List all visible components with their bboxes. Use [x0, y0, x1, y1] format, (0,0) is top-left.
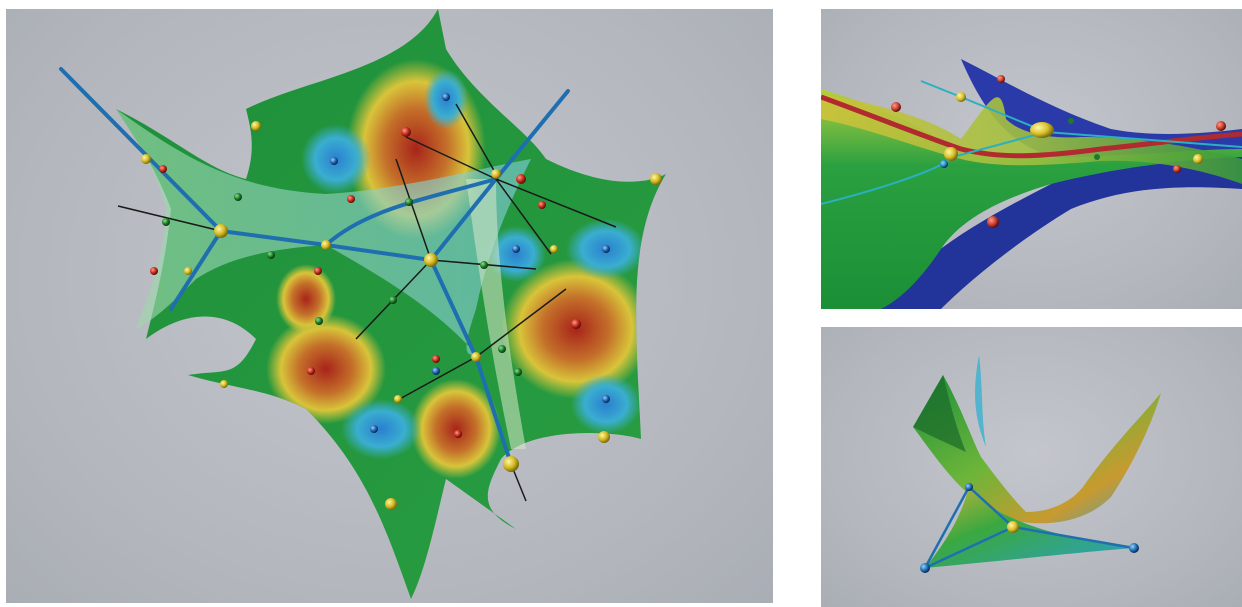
- side-nodes: [891, 75, 1226, 228]
- blue-sheet-lower: [881, 144, 1242, 309]
- yellow-sheet: [821, 94, 1242, 184]
- saddle-dark-fold: [913, 375, 966, 452]
- nodes: [141, 93, 662, 510]
- surface-sheet: [116, 9, 666, 599]
- saddle-surface: [913, 375, 1161, 524]
- detail-nodes: [920, 483, 1139, 573]
- saddle-cyan-tip: [975, 355, 986, 447]
- main-3d-view: [6, 9, 773, 603]
- triangle-patch: [925, 487, 1134, 568]
- side-surface-render: [821, 59, 1242, 309]
- side-view: [821, 9, 1242, 309]
- translucent-ridge: [466, 179, 526, 449]
- detail-surface-render: [913, 355, 1161, 573]
- detail-view: [821, 327, 1242, 607]
- main-surface-render: [59, 9, 666, 599]
- translucent-patch: [116, 109, 531, 355]
- triangle-edges: [923, 486, 1135, 570]
